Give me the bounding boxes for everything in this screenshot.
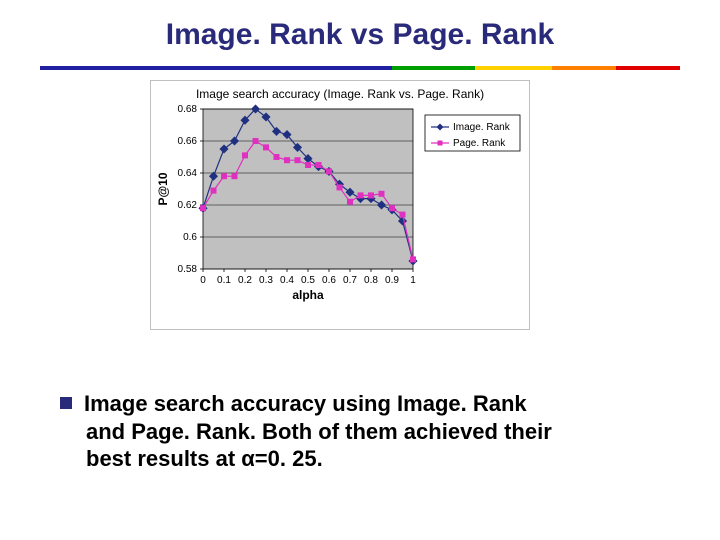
x-tick-label: 0.1 (217, 275, 231, 286)
marker-square (201, 206, 206, 211)
x-tick-label: 0.4 (280, 275, 294, 286)
marker-square (253, 139, 258, 144)
plot-background (203, 109, 413, 269)
y-tick-label: 0.62 (178, 200, 198, 211)
marker-square (400, 212, 405, 217)
x-tick-label: 1 (410, 275, 416, 286)
x-tick-label: 0.6 (322, 275, 336, 286)
marker-square (274, 155, 279, 160)
y-axis-label: P@10 (156, 172, 170, 205)
marker-square (264, 145, 269, 150)
chart-container: Image search accuracy (Image. Rank vs. P… (150, 80, 530, 330)
marker-square (390, 206, 395, 211)
x-tick-label: 0.7 (343, 275, 357, 286)
marker-square (358, 193, 363, 198)
chart-svg: 0.58 0.6 0.62 0.64 0.66 0.68 0 0.1 0.2 0.3 0.4 0.5 0… (151, 81, 529, 309)
caption-line2: and Page. Rank. Both of them achieved th… (60, 418, 670, 446)
marker-square (306, 163, 311, 168)
legend-marker (438, 141, 443, 146)
x-tick-label: 0.3 (259, 275, 273, 286)
slide: Image. Rank vs Page. Rank Image search a… (0, 0, 720, 540)
marker-square (379, 191, 384, 196)
x-tick-label: 0 (200, 275, 206, 286)
marker-square (337, 185, 342, 190)
marker-square (327, 169, 332, 174)
marker-square (348, 199, 353, 204)
bullet-icon (60, 397, 72, 409)
marker-square (243, 153, 248, 158)
x-tick-label: 0.9 (385, 275, 399, 286)
caption-line3: best results at α=0. 25. (60, 445, 670, 473)
marker-square (232, 174, 237, 179)
marker-square (285, 158, 290, 163)
caption-line1: Image search accuracy using Image. Rank (84, 391, 527, 416)
y-tick-label: 0.6 (183, 232, 197, 243)
caption: Image search accuracy using Image. Rank … (60, 390, 670, 473)
x-tick-label: 0.8 (364, 275, 378, 286)
x-axis-label: alpha (292, 288, 324, 302)
marker-square (211, 188, 216, 193)
slide-title: Image. Rank vs Page. Rank (0, 0, 720, 58)
legend-label: Image. Rank (453, 122, 511, 133)
marker-square (316, 163, 321, 168)
marker-square (369, 193, 374, 198)
x-tick-label: 0.5 (301, 275, 315, 286)
y-tick-label: 0.68 (178, 104, 198, 115)
divider-bar (40, 66, 680, 70)
y-tick-label: 0.66 (178, 136, 198, 147)
x-tick-label: 0.2 (238, 275, 252, 286)
legend-label: Page. Rank (453, 138, 506, 149)
marker-square (295, 158, 300, 163)
marker-square (411, 257, 416, 262)
marker-square (222, 174, 227, 179)
y-tick-label: 0.58 (178, 264, 198, 275)
y-tick-label: 0.64 (178, 168, 198, 179)
